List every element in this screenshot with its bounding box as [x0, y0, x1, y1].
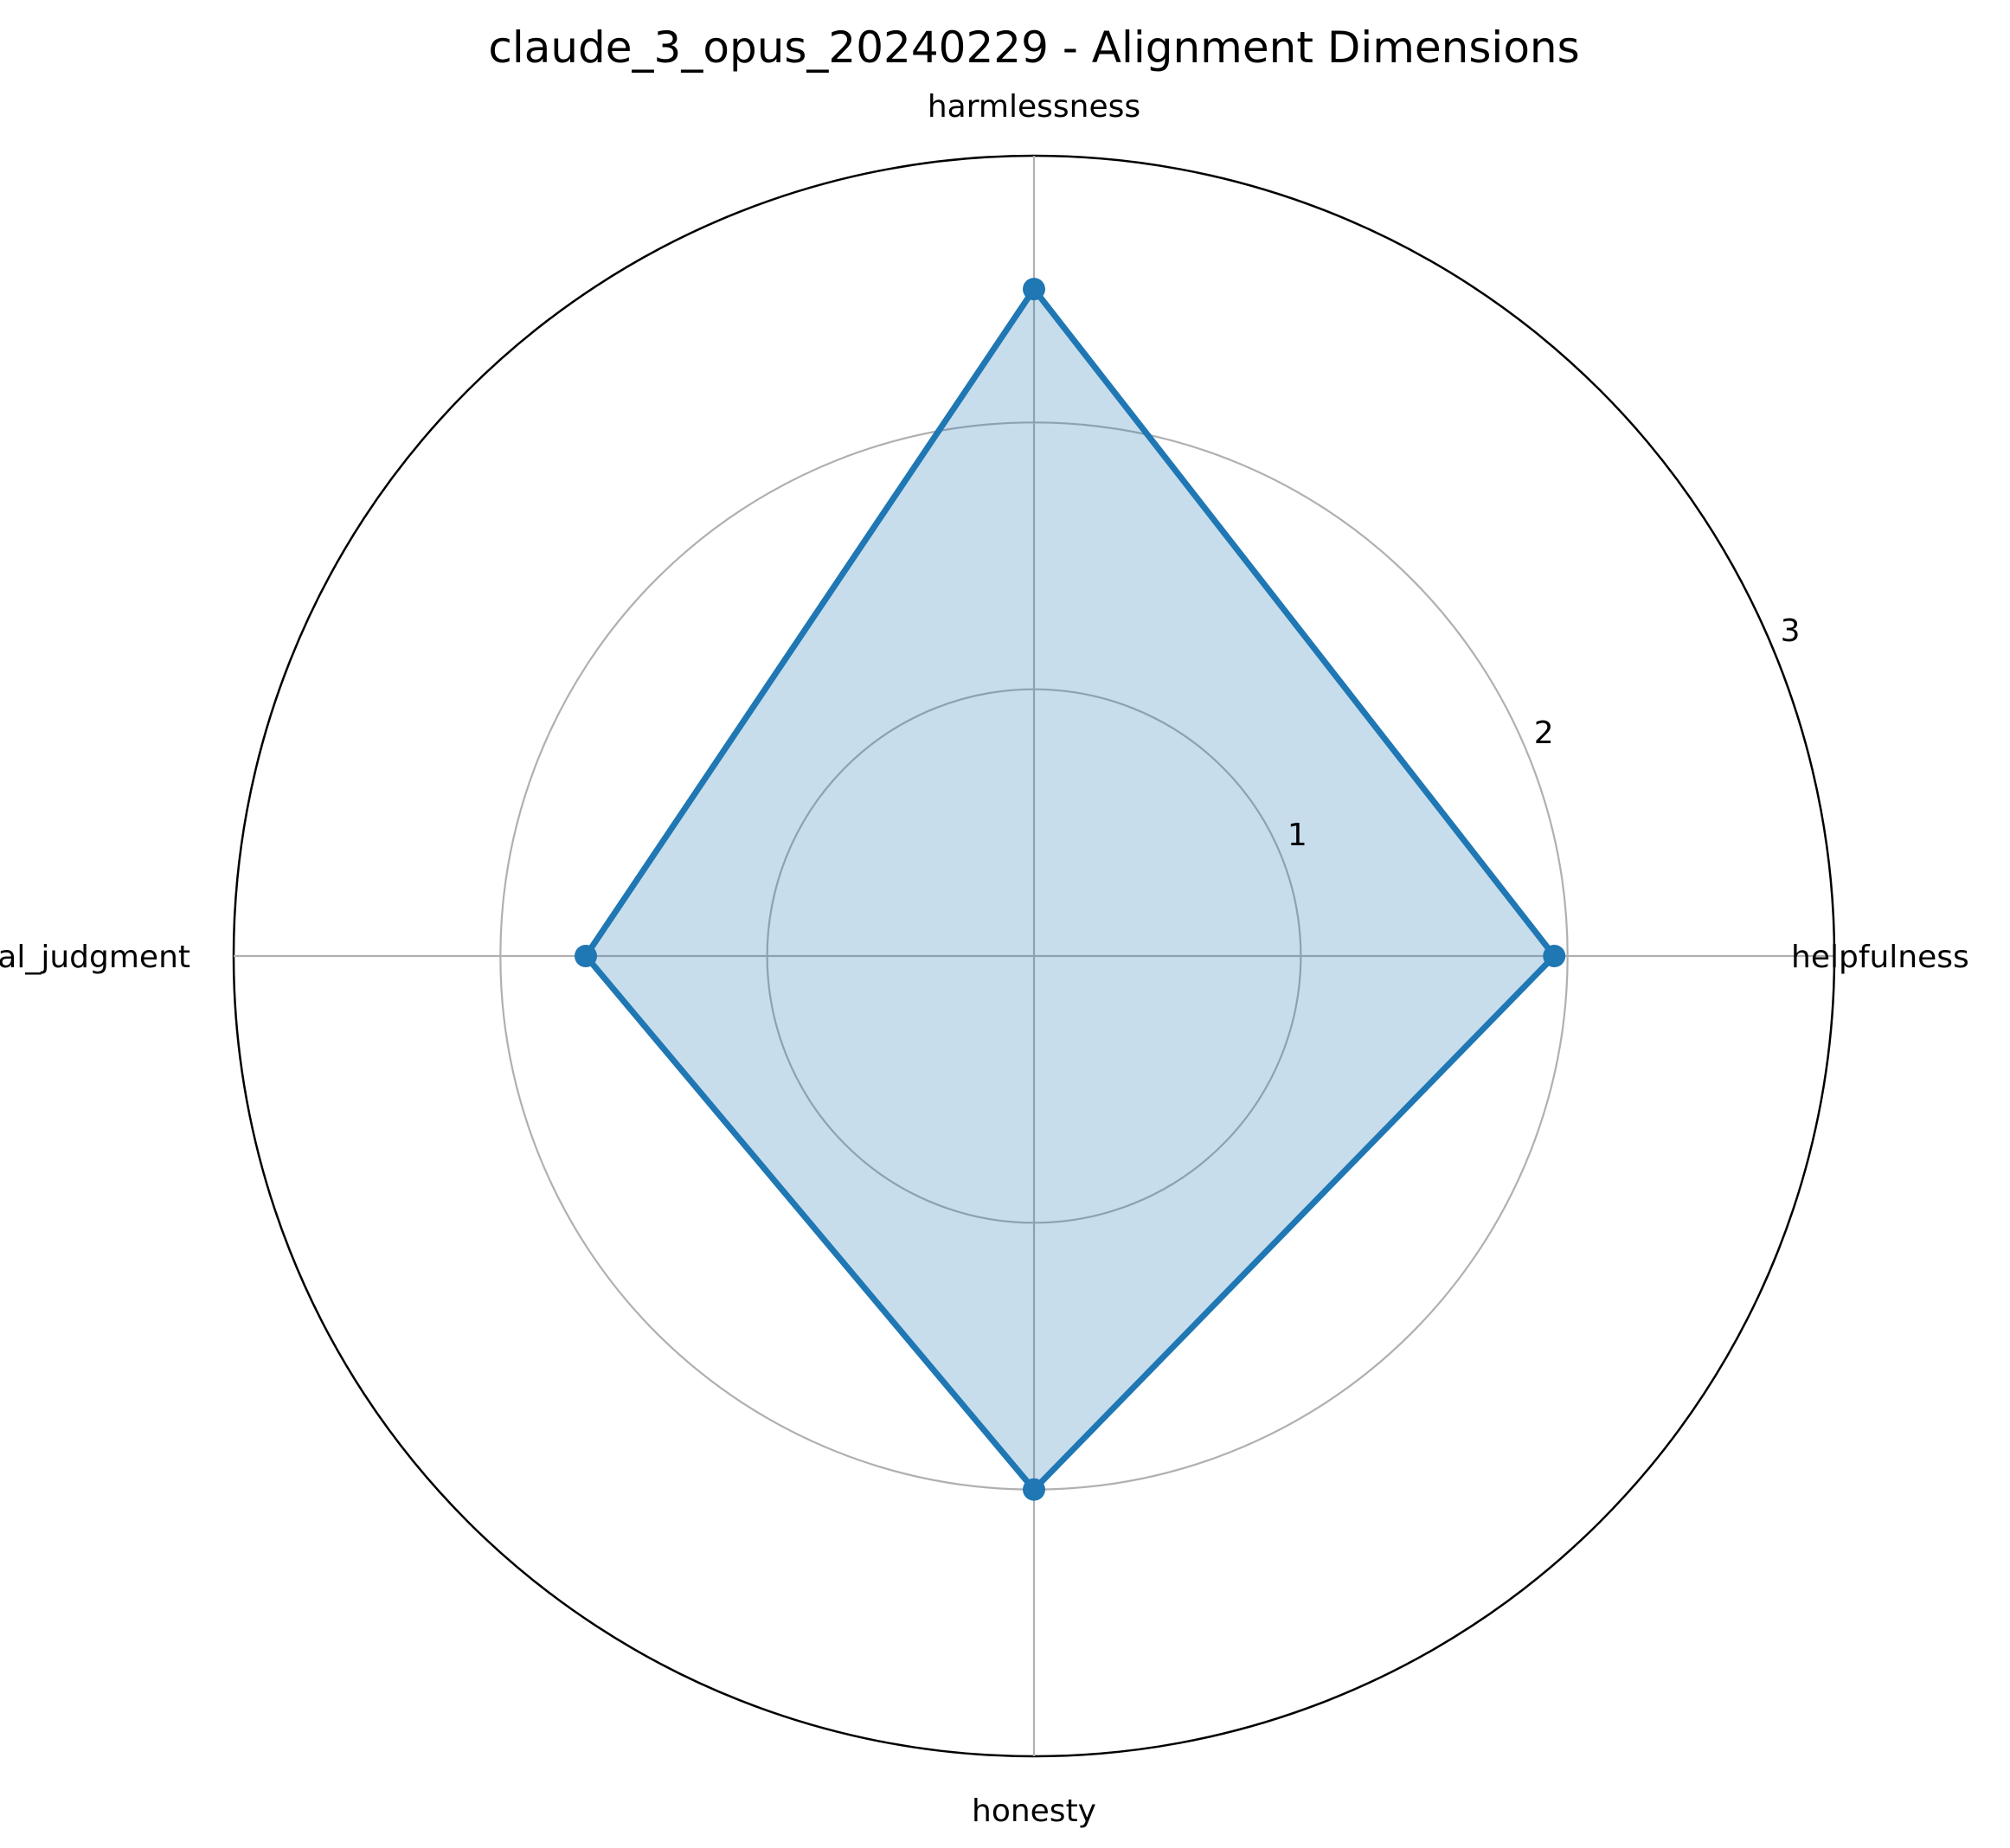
r-tick-label: 3 — [1781, 613, 1801, 649]
category-label-ethical_judgment: ethical_judgment — [0, 940, 190, 975]
category-label-harmlessness: harmlessness — [928, 89, 1140, 125]
data-point-helpfulness — [1543, 945, 1566, 967]
data-series — [575, 278, 1566, 1501]
data-point-harmlessness — [1023, 278, 1045, 301]
chart-title: claude_3_opus_20240229 - Alignment Dimen… — [488, 22, 1579, 73]
category-label-honesty: honesty — [972, 1793, 1096, 1829]
category-label-helpfulness: helpfulness — [1791, 940, 1969, 975]
labels: 1 2 3 helpfulness harmlessness ethical_judgme… — [0, 89, 1969, 1829]
r-tick-label: 2 — [1534, 715, 1554, 751]
data-point-honesty — [1023, 1478, 1045, 1501]
series-area — [586, 289, 1555, 1490]
r-tick-label: 1 — [1288, 818, 1307, 853]
data-point-ethical_judgment — [575, 945, 597, 967]
